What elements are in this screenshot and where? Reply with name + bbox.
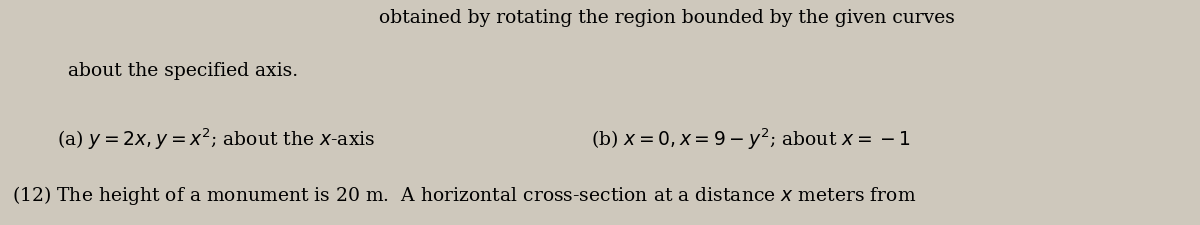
Text: obtained by rotating the region bounded by the given curves: obtained by rotating the region bounded … <box>379 9 955 27</box>
Text: (12) The height of a monument is 20 m.  A horizontal cross-section at a distance: (12) The height of a monument is 20 m. A… <box>12 183 917 206</box>
Text: (a) $y = 2x, y = x^2$; about the $x$-axis: (a) $y = 2x, y = x^2$; about the $x$-axi… <box>56 126 376 151</box>
Text: (b) $x = 0, x = 9 - y^2$; about $x = -1$: (b) $x = 0, x = 9 - y^2$; about $x = -1$ <box>590 126 911 151</box>
Text: about the specified axis.: about the specified axis. <box>68 62 299 80</box>
